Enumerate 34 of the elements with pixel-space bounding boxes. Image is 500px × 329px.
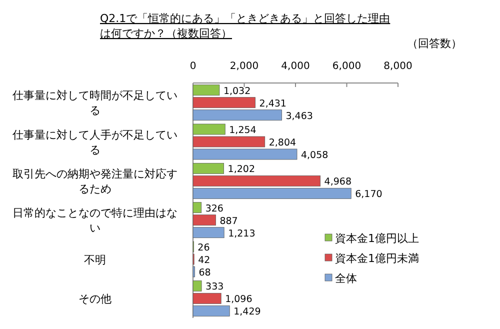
data-label: 333 bbox=[206, 282, 224, 293]
data-label: 1,429 bbox=[234, 306, 261, 318]
x-tick-label: 0 bbox=[190, 61, 196, 72]
data-label: 26 bbox=[198, 242, 210, 254]
data-label: 2,431 bbox=[259, 98, 286, 110]
y-tick-label: 日常的なことなので特に理由はない bbox=[12, 206, 178, 235]
x-tick-label: 6,000 bbox=[332, 61, 362, 72]
legend-label: 資本金1億円以上 bbox=[335, 232, 419, 245]
x-tick-label: 2,000 bbox=[230, 61, 259, 72]
legend-label: 全体 bbox=[335, 272, 357, 285]
y-tick-label: その他 bbox=[78, 292, 112, 306]
data-label: 6,170 bbox=[355, 189, 382, 200]
y-tick-label: 仕事量に対して人手が不足している bbox=[12, 128, 178, 156]
data-label: 42 bbox=[198, 255, 210, 266]
x-axis-title: （回答数） bbox=[407, 37, 462, 50]
data-label: 1,202 bbox=[228, 164, 256, 176]
data-label: 2,804 bbox=[268, 138, 296, 148]
chart-title: Q2.1で「恒常的にある」「ときどきある」と回答した理由は何ですか？（複数回答） bbox=[100, 12, 390, 40]
data-label: 3,463 bbox=[286, 110, 313, 122]
data-label: 1,096 bbox=[225, 294, 252, 306]
y-tick-label: 取引先への納期や発注量に対応するため bbox=[12, 167, 178, 196]
data-label: 4,058 bbox=[300, 150, 328, 161]
y-tick-label: 不明 bbox=[84, 253, 106, 266]
data-label: 326 bbox=[205, 203, 224, 214]
data-label: 68 bbox=[198, 268, 211, 278]
data-label: 1,032 bbox=[223, 86, 251, 97]
x-tick-label: 8,000 bbox=[384, 61, 412, 72]
y-tick-label: 仕事量に対して時間が不足している bbox=[12, 89, 178, 118]
x-tick-label: 4,000 bbox=[281, 61, 310, 72]
data-label: 4,968 bbox=[324, 176, 352, 188]
data-label: 1,213 bbox=[228, 228, 256, 240]
data-label: 887 bbox=[220, 216, 238, 227]
legend-label: 資本金1億円未満 bbox=[335, 252, 419, 265]
data-label: 1,254 bbox=[229, 125, 256, 136]
